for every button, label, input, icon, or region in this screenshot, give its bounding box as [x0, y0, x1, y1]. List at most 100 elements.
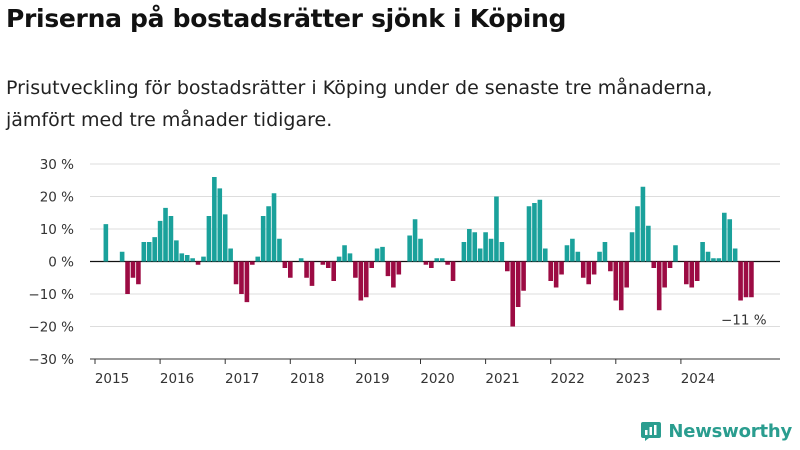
bar-2023-12 — [673, 245, 678, 262]
bar-2019-09 — [396, 261, 402, 275]
bar-2016-05 — [179, 253, 185, 262]
bar-2023-01 — [613, 261, 619, 301]
bar-2020-01 — [418, 238, 423, 262]
bar-2015-10 — [141, 242, 147, 262]
bar-2023-04 — [629, 232, 635, 262]
brand-name: Newsworthy — [668, 420, 792, 442]
bar-2016-03 — [168, 216, 174, 262]
bar-2015-11 — [146, 242, 152, 262]
bar-2016-11 — [212, 177, 217, 262]
bar-2018-11 — [342, 245, 347, 262]
bar-2017-11 — [277, 238, 282, 262]
bars — [103, 177, 754, 327]
bar-2022-03 — [559, 261, 564, 275]
bar-2024-12 — [738, 261, 743, 301]
y-tick-label: 20 % — [40, 190, 74, 206]
bar-chart-logo-icon — [641, 422, 662, 441]
bar-2021-07 — [515, 261, 521, 307]
newsworthy-logo: Newsworthy — [640, 420, 792, 442]
bar-2016-04 — [174, 240, 179, 262]
bar-2019-03 — [363, 261, 369, 298]
bar-2024-07 — [711, 258, 716, 262]
y-tick-label: 30 % — [40, 157, 74, 173]
bar-2020-09 — [461, 242, 467, 262]
bar-2022-12 — [608, 261, 613, 272]
bar-2019-01 — [353, 261, 358, 278]
bar-2016-06 — [184, 255, 190, 262]
bar-2020-04 — [434, 258, 440, 262]
bar-2016-07 — [190, 258, 195, 262]
bar-2017-03 — [233, 261, 239, 285]
bar-2021-11 — [537, 199, 543, 262]
x-tick-label: 2023 — [616, 371, 650, 387]
bar-2020-12 — [477, 248, 483, 262]
bar-2019-11 — [407, 235, 412, 262]
bar-2017-09 — [266, 206, 271, 262]
y-tick-label: 10 % — [40, 222, 74, 238]
bar-2021-01 — [483, 232, 488, 262]
bar-2021-03 — [494, 196, 499, 262]
bar-2023-05 — [635, 206, 640, 262]
bar-2022-11 — [602, 242, 608, 262]
bar-2022-04 — [564, 245, 570, 262]
bar-2017-12 — [282, 261, 288, 268]
bar-2017-05 — [244, 261, 250, 303]
bar-2020-06 — [445, 261, 450, 265]
x-tick-label: 2015 — [95, 371, 129, 387]
bar-2018-09 — [331, 261, 336, 281]
bar-2022-09 — [591, 261, 597, 275]
bar-2022-10 — [597, 251, 602, 262]
bar-2021-06 — [510, 261, 516, 327]
bar-2023-09 — [656, 261, 662, 311]
x-tick-label: 2018 — [290, 371, 324, 387]
bar-2016-09 — [201, 256, 206, 262]
chart-title: Priserna på bostadsrätter sjönk i Köping — [6, 4, 567, 33]
bar-2017-07 — [255, 256, 261, 262]
bar-2019-04 — [369, 261, 374, 268]
x-tick-label: 2024 — [681, 371, 715, 387]
bar-2015-03 — [103, 224, 109, 262]
bar-2020-03 — [429, 261, 434, 268]
bar-2021-09 — [526, 206, 532, 262]
x-tick-label: 2016 — [160, 371, 194, 387]
bar-2021-12 — [542, 248, 548, 262]
bar-2024-10 — [727, 219, 733, 262]
bar-2024-02 — [684, 261, 689, 285]
bar-2024-11 — [732, 248, 738, 262]
bar-2015-12 — [152, 237, 157, 262]
bar-2022-02 — [553, 261, 559, 288]
y-tick-label: −10 % — [28, 287, 74, 303]
bar-2024-09 — [722, 212, 727, 262]
x-tick-label: 2022 — [551, 371, 585, 387]
bar-2019-08 — [391, 261, 396, 288]
bar-2019-06 — [380, 246, 385, 262]
y-tick-label: −20 % — [28, 320, 74, 336]
x-tick-label: 2019 — [355, 371, 389, 387]
x-tick-label: 2020 — [420, 371, 454, 387]
bar-2021-04 — [499, 242, 505, 262]
bar-2022-08 — [586, 261, 591, 285]
bar-2017-02 — [228, 248, 233, 262]
x-tick-label: 2017 — [225, 371, 259, 387]
bar-2020-02 — [423, 261, 429, 265]
bar-2021-05 — [505, 261, 510, 272]
bar-2023-07 — [646, 225, 651, 262]
y-tick-label: 0 % — [48, 255, 74, 271]
last-value-annotation: −11 % — [721, 312, 767, 328]
bar-2016-12 — [217, 188, 223, 262]
bar-2018-05 — [309, 261, 315, 286]
bar-2022-01 — [548, 261, 553, 281]
bar-2015-07 — [125, 261, 130, 294]
bar-2017-06 — [250, 261, 255, 265]
bar-2018-08 — [325, 261, 331, 268]
bar-2016-02 — [163, 207, 168, 262]
bar-2017-04 — [239, 261, 244, 294]
bar-2020-07 — [450, 261, 456, 281]
y-tick-label: −30 % — [28, 352, 74, 368]
bar-2024-05 — [700, 242, 705, 262]
bar-2022-06 — [575, 251, 581, 262]
bar-2022-07 — [580, 261, 586, 278]
bar-2023-11 — [667, 261, 673, 268]
bar-chart: 30 % 20 % 10 % 0 % −10 % −20 % −30 % 2015 2016 20… — [28, 157, 780, 387]
bar-2017-10 — [271, 193, 277, 262]
